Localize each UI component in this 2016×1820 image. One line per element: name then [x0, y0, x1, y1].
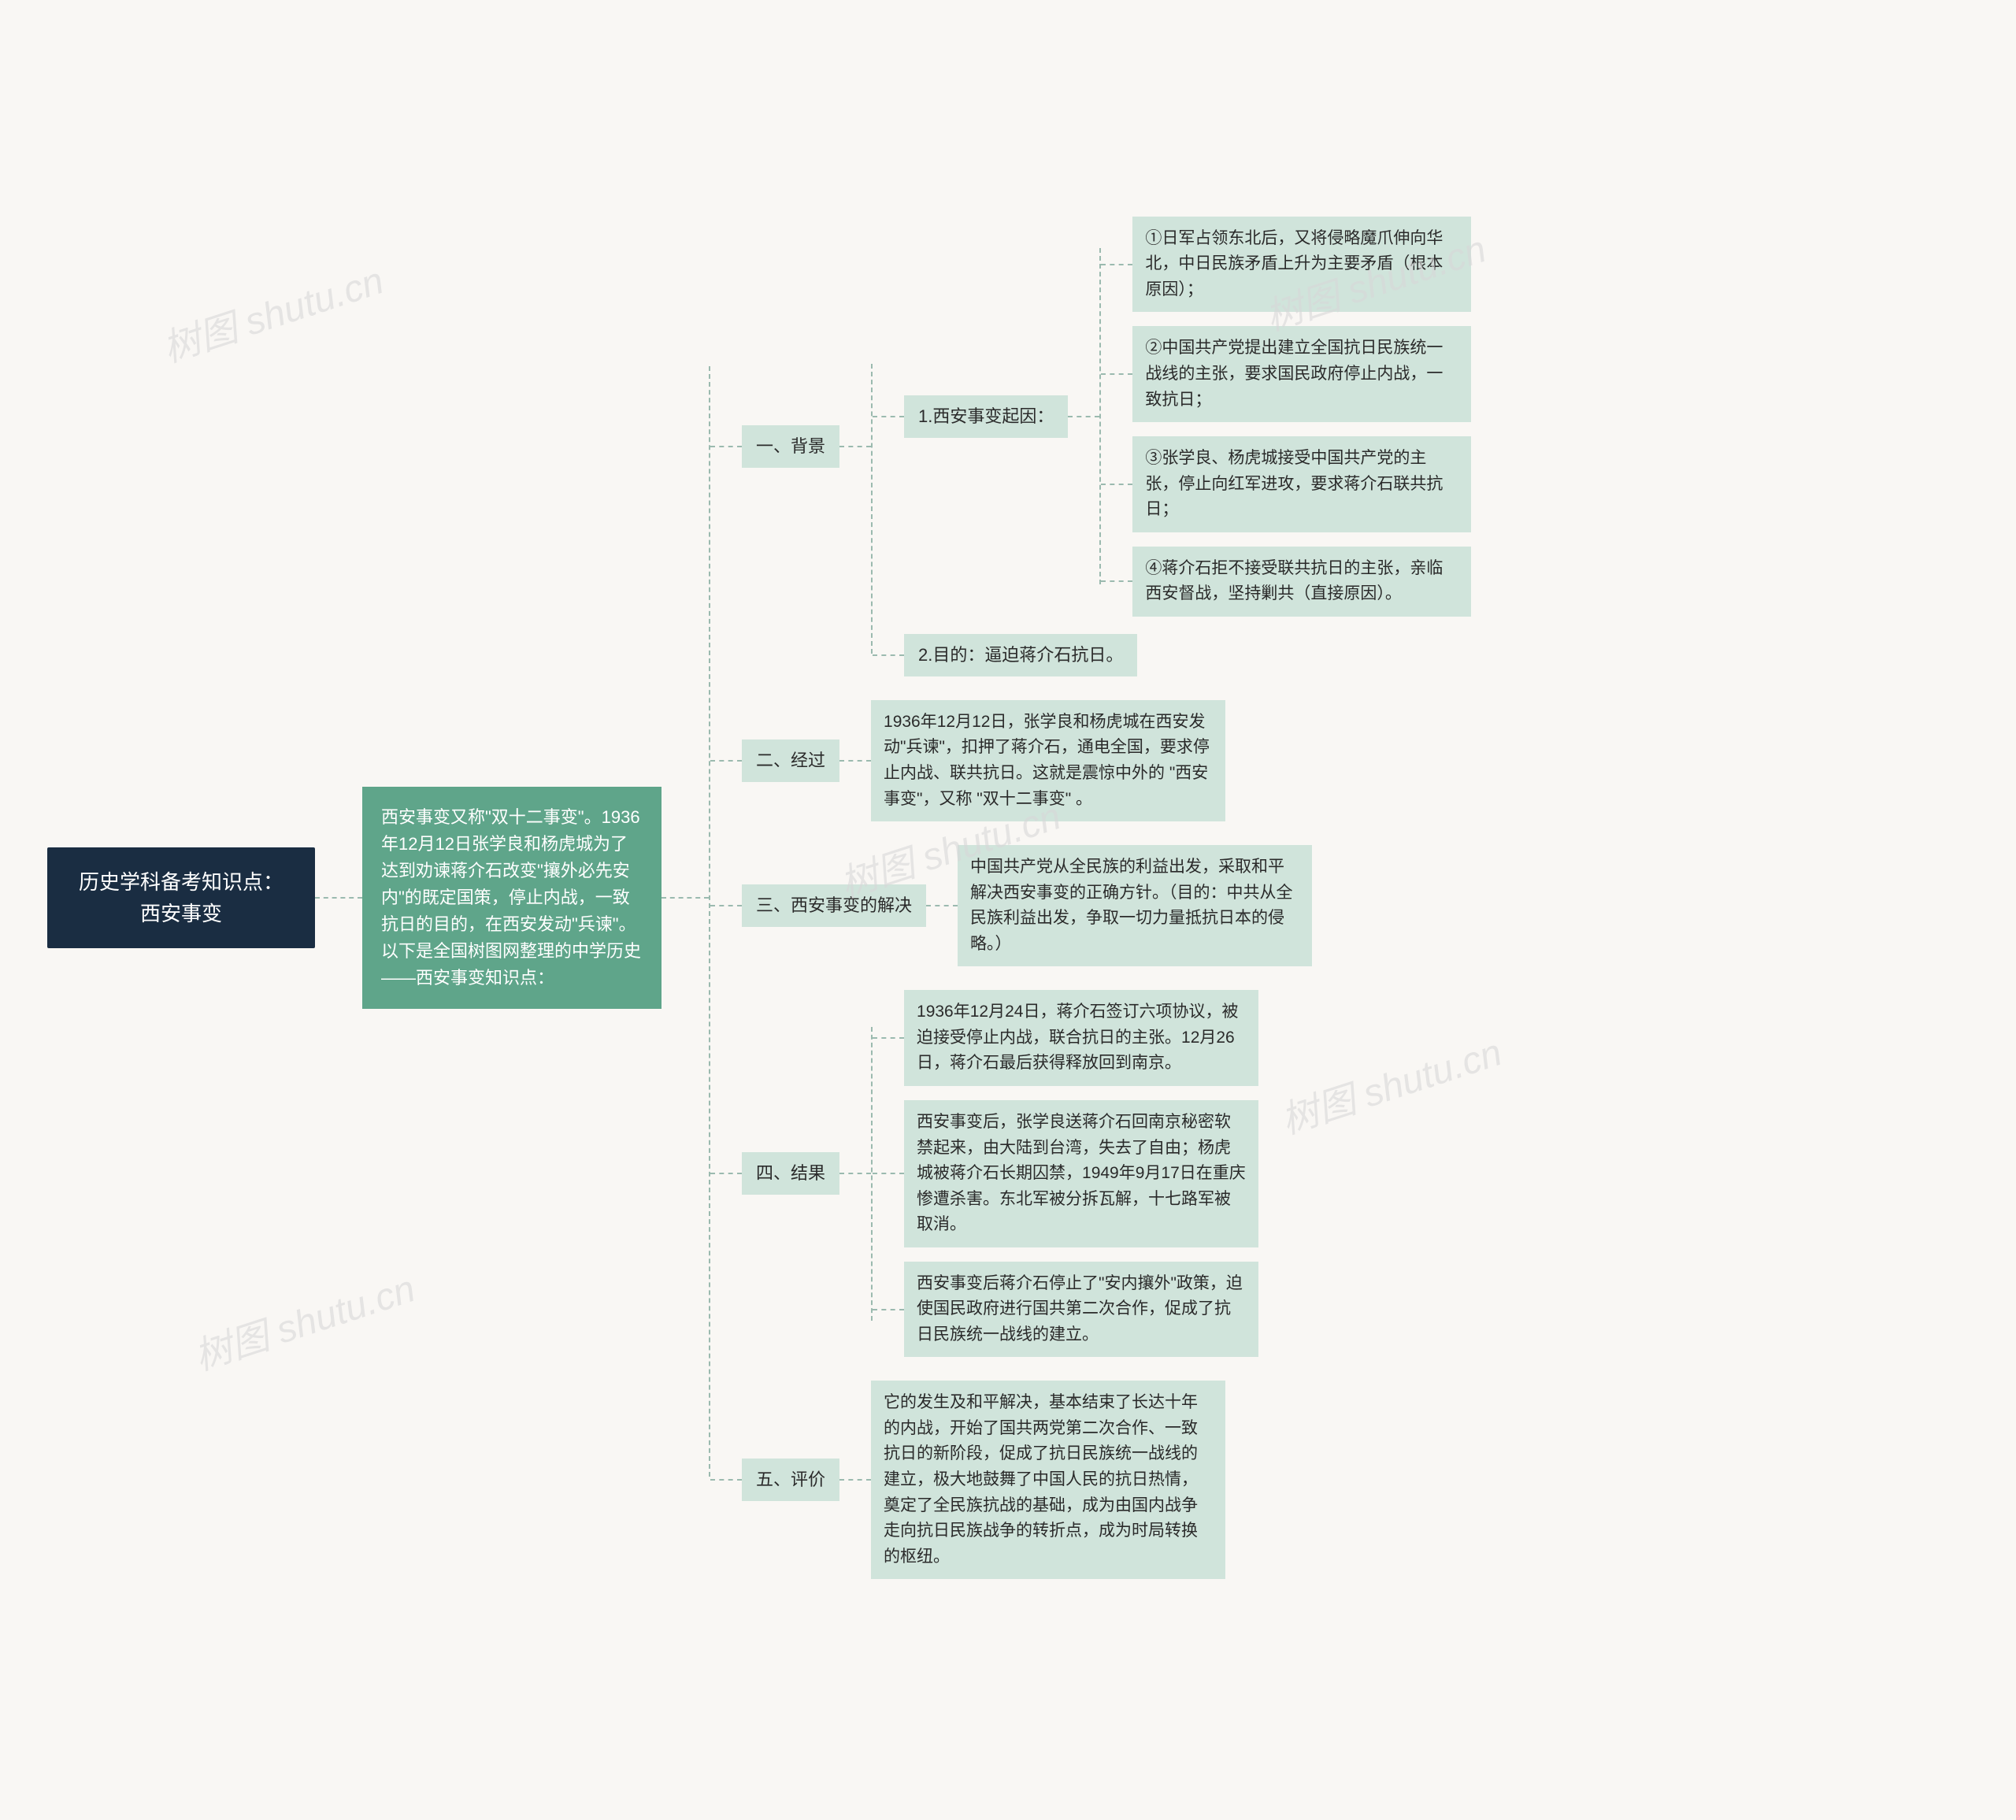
root-node: 历史学科备考知识点：西安事变 — [47, 847, 315, 949]
leaf-node: 西安事变后蒋介石停止了"安内攘外"政策，迫使国民政府进行国共第二次合作，促成了抗… — [904, 1262, 1258, 1358]
section-label: 四、结果 — [742, 1152, 839, 1195]
connector — [315, 897, 362, 899]
connector — [1101, 373, 1132, 375]
connector — [1101, 484, 1132, 485]
section-4: 四、结果 1936年12月24日，蒋介石签订六项协议，被迫接受停止内战，联合抗日… — [710, 990, 1471, 1357]
leaf-node: 它的发生及和平解决，基本结束了长达十年的内战，开始了国共两党第二次合作、一致抗日… — [871, 1381, 1225, 1579]
leaf-node: ②中国共产党提出建立全国抗日民族统一战线的主张，要求国民政府停止内战，一致抗日； — [1132, 326, 1471, 422]
watermark: 树图 shutu.cn — [186, 1258, 421, 1381]
intro-node: 西安事变又称"双十二事变"。1936年12月12日张学良和杨虎城为了达到劝谏蒋介… — [362, 787, 662, 1010]
connector — [873, 416, 904, 417]
connector — [926, 905, 958, 906]
mindmap-root: 树图 shutu.cn 树图 shutu.cn 树图 shutu.cn 树图 s… — [47, 32, 1969, 1764]
connector — [710, 1479, 742, 1481]
connector — [873, 1309, 904, 1310]
watermark: 树图 shutu.cn — [154, 250, 389, 373]
connector — [839, 760, 871, 762]
section-label: 五、评价 — [742, 1459, 839, 1501]
connector — [662, 897, 709, 899]
subsection-cause: 1.西安事变起因： ①日军占领东北后，又将侵略魔爪伸向华北，中日民族矛盾上升为 — [873, 217, 1471, 617]
section-1: 一、背景 1.西安事变起因： — [710, 217, 1471, 676]
leaf-node: 西安事变后，张学良送蒋介石回南京秘密软禁起来，由大陆到台湾，失去了自由；杨虎城被… — [904, 1100, 1258, 1247]
sections-group: 一、背景 1.西安事变起因： — [709, 217, 1471, 1579]
section-label: 一、背景 — [742, 425, 839, 468]
connector — [710, 905, 742, 906]
connector — [1101, 264, 1132, 265]
section-label: 二、经过 — [742, 739, 839, 782]
connector — [839, 1479, 871, 1481]
connector — [1101, 580, 1132, 582]
connector — [710, 446, 742, 447]
connector — [839, 446, 871, 447]
leaf-node: ④蒋介石拒不接受联共抗日的主张，亲临西安督战，坚持剿共（直接原因）。 — [1132, 547, 1471, 617]
leaf-node: 1936年12月24日，蒋介石签订六项协议，被迫接受停止内战，联合抗日的主张。1… — [904, 990, 1258, 1086]
connector — [873, 1173, 904, 1174]
leaf-node: ①日军占领东北后，又将侵略魔爪伸向华北，中日民族矛盾上升为主要矛盾（根本原因）； — [1132, 217, 1471, 313]
connector — [1068, 416, 1099, 417]
section-3: 三、西安事变的解决 中国共产党从全民族的利益出发，采取和平解决西安事变的正确方针… — [710, 845, 1471, 966]
subsection-label: 1.西安事变起因： — [904, 395, 1068, 438]
connector — [873, 1037, 904, 1039]
section-label: 三、西安事变的解决 — [742, 884, 926, 927]
subsection-label: 2.目的：逼迫蒋介石抗日。 — [904, 634, 1137, 676]
section-2: 二、经过 1936年12月12日，张学良和杨虎城在西安发动"兵谏"，扣押了蒋介石… — [710, 700, 1471, 821]
section-5: 五、评价 它的发生及和平解决，基本结束了长达十年的内战，开始了国共两党第二次合作… — [710, 1381, 1471, 1579]
leaf-node: ③张学良、杨虎城接受中国共产党的主张，停止向红军进攻，要求蒋介石联共抗日； — [1132, 436, 1471, 532]
connector — [710, 1173, 742, 1174]
subsection-purpose: 2.目的：逼迫蒋介石抗日。 — [873, 634, 1471, 676]
leaf-node: 中国共产党从全民族的利益出发，采取和平解决西安事变的正确方针。（目的：中共从全民… — [958, 845, 1312, 966]
connector — [710, 760, 742, 762]
connector — [873, 654, 904, 656]
connector — [839, 1173, 871, 1174]
leaf-node: 1936年12月12日，张学良和杨虎城在西安发动"兵谏"，扣押了蒋介石，通电全国… — [871, 700, 1225, 821]
